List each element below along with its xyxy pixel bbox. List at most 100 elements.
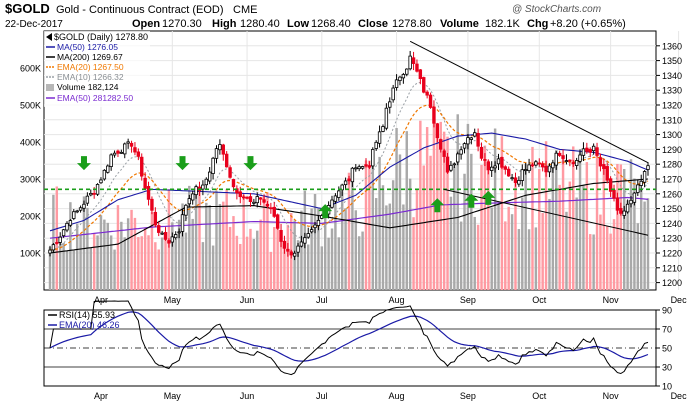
candle-body [554,152,558,166]
volume-bar [103,219,106,290]
up-arrow-icon [464,193,479,208]
chg-label: Chg [527,18,548,30]
candle-body [224,153,229,168]
volume-bar [442,131,446,290]
legend-ema10: EMA(10) 1266.32 [57,72,124,82]
volume-bar [483,145,487,290]
volume-bar [242,194,245,290]
candle-body [72,211,76,219]
candle-body [547,165,552,173]
candle-body [459,149,463,155]
volume-bar [371,161,375,290]
volume-bar [283,244,286,290]
volume-bar [504,221,507,290]
volume-label: Volume [440,18,479,30]
candle-body [585,147,589,152]
candle-body [595,147,599,156]
volume-bar [266,192,269,290]
volume-bar [72,250,76,290]
candle-body [337,190,341,198]
candle-body [490,166,494,171]
volume-bar [120,221,123,290]
candle-body [187,198,192,205]
candle-body [123,143,127,155]
candle-body [452,163,457,166]
volume-bar [347,172,351,290]
volume-bar [646,198,650,290]
candle-body [432,106,436,124]
candle-body [174,234,178,239]
volume-bar [592,234,595,290]
candle-body [286,248,290,252]
candle-body [506,168,511,177]
volume-bar [616,163,619,290]
volume-bar [449,196,453,290]
volume-bar [279,237,283,290]
volume-bar [599,214,602,290]
price-tick-label: 1270 [662,175,682,185]
volume-bar [619,164,623,290]
candle-body [191,193,195,201]
candle-body [102,169,107,180]
price-tick-label: 1320 [662,101,682,111]
volume-bar [205,202,208,290]
candle-body [598,157,603,167]
volume-bar [602,169,606,290]
price-tick-label: 1260 [662,189,682,199]
volume-bar [585,162,589,290]
candle-body [408,55,412,70]
candle-body [551,162,555,169]
volume-bar [578,151,582,290]
candle-body [574,160,579,166]
volume-bar [215,190,218,290]
candle-body [177,231,181,234]
volume-bar [490,207,493,290]
down-arrow-icon [243,156,258,171]
rsi-ema-legend: EMA(20) 46.26 [59,320,120,330]
candle-body [568,159,572,162]
volume-bar [323,205,327,290]
candle-body [340,184,344,191]
month-label-top: Aug [389,295,405,305]
volume-bar [211,245,215,290]
volume-tick-label: 300K [20,175,41,185]
volume-bar [177,219,181,290]
candle-body [367,165,372,168]
candle-body [388,101,392,108]
candle-body [381,126,385,132]
legend: $GOLD (Daily) 1278.80 MA(50) 1276.05 MA(… [44,31,150,107]
open-label: Open [132,18,160,30]
candle-body [184,204,188,216]
volume-bar [633,178,636,290]
candle-body [303,237,307,244]
candle-body [398,76,402,82]
low-value: 1268.40 [311,18,351,30]
candle-body [204,178,208,186]
candle-body [150,198,154,211]
candle-body [170,236,175,243]
volume-bar [538,169,541,290]
candle-body [241,196,246,199]
volume-bar [307,244,310,290]
chg-value: +8.20 (+0.65%) [550,18,626,30]
volume-bar [232,216,235,290]
candle-body [469,137,474,140]
price-tick-label: 1230 [662,234,682,244]
volume-bar [65,250,69,290]
candle-body [51,244,56,251]
volume-bar [259,219,262,290]
volume-bar [130,209,133,290]
volume-bar [262,195,266,290]
candle-body [418,69,423,79]
volume-bar [456,114,459,290]
month-label-top: Sep [460,295,476,305]
rsi-tick-label: 30 [662,363,672,373]
candle-body [364,164,368,167]
volume-bar [337,237,341,290]
volume-bar [300,210,303,290]
volume-bar [198,189,201,290]
symbol-name: Gold - Continuous Contract (EOD) [56,4,224,16]
price-tick-label: 1290 [662,145,682,155]
candle-body [350,167,355,183]
